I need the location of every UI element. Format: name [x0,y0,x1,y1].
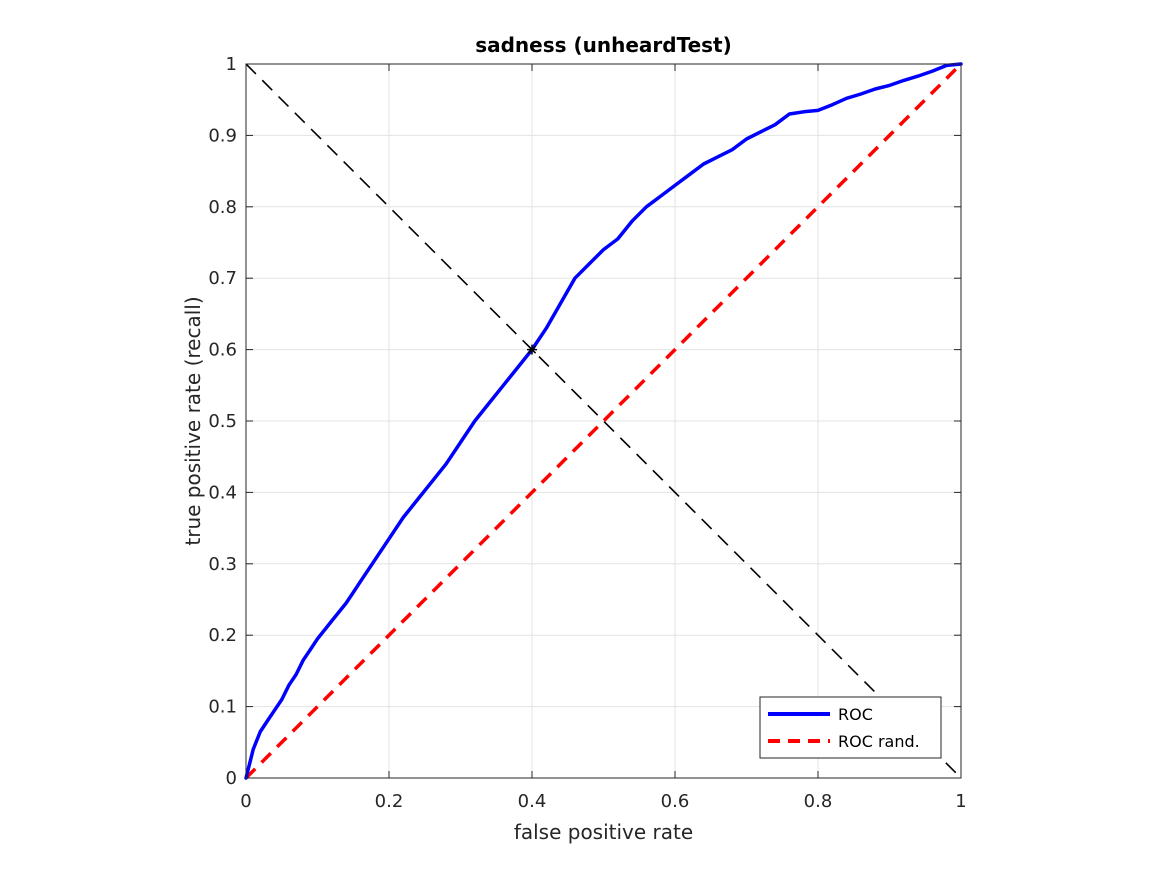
y-tick-label: 0.1 [208,697,237,718]
y-tick-label: 1 [226,54,237,75]
chart-title: sadness (unheardTest) [475,33,732,57]
roc-line [244,62,963,780]
axis-ticks: 0 0.2 0.4 0.6 0.8 1 0 0.1 0.2 0.3 0.4 0.5 0.6 0.7 0.8 0… [208,54,966,812]
x-tick-label: 0.4 [518,791,547,812]
intersection-marker [527,344,537,355]
plot-area [244,62,963,780]
x-tick-label: 0 [240,791,251,812]
y-tick-label: 0.5 [208,411,237,432]
y-tick-label: 0 [226,768,237,789]
legend: ROC ROC rand. [759,696,942,759]
reference-diagonal-line [245,63,962,779]
x-tick-label: 1 [955,791,966,812]
y-tick-label: 0.7 [208,268,237,289]
y-axis-title: true positive rate (recall) [181,296,205,545]
legend-label-roc: ROC [838,705,873,724]
x-tick-label: 0.2 [375,791,404,812]
x-tick-label: 0.6 [661,791,690,812]
y-tick-label: 0.2 [208,625,237,646]
y-tick-label: 0.9 [208,125,237,146]
y-tick-label: 0.3 [208,554,237,575]
x-axis-title: false positive rate [514,820,693,844]
y-tick-label: 0.6 [208,340,237,361]
roc-rand-line [244,62,963,780]
legend-label-roc-rand: ROC rand. [838,732,920,751]
legend-box [759,696,942,759]
y-tick-label: 0.8 [208,197,237,218]
x-tick-label: 0.8 [804,791,833,812]
y-tick-label: 0.4 [208,482,237,503]
